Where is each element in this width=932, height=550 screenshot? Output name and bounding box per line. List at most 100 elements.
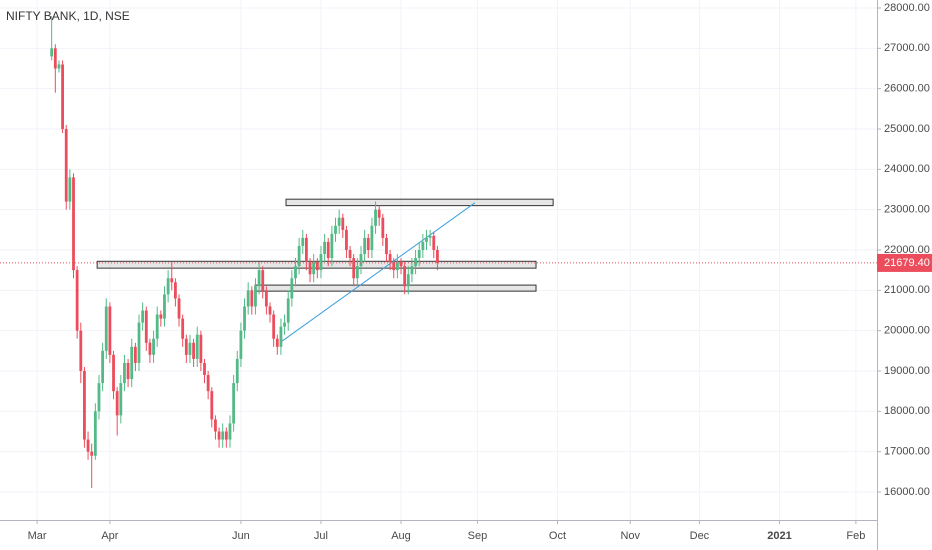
candle-body [272, 314, 276, 339]
candle-body [341, 217, 345, 230]
x-tick-label: Jul [314, 530, 328, 542]
y-tick-label: 27000.00 [884, 42, 930, 54]
candle-body [64, 128, 68, 202]
chart-title: NIFTY BANK, 1D, NSE [6, 9, 130, 23]
y-tick-label: 17000.00 [884, 446, 930, 458]
candle-body [319, 254, 323, 271]
candle-body [123, 362, 126, 384]
candle-body [385, 237, 388, 255]
candle-body [290, 278, 294, 299]
candle-body [210, 391, 214, 420]
y-tick-label: 28000.00 [884, 2, 930, 14]
y-tick-label: 24000.00 [884, 163, 930, 175]
candle-body [203, 362, 206, 376]
candle-body [152, 338, 155, 355]
candle-body [381, 217, 385, 238]
candle-body [377, 209, 381, 218]
candle-body [126, 362, 130, 380]
candle-body [177, 298, 181, 319]
x-tick-label: Nov [620, 530, 640, 542]
y-tick-label: 18000.00 [884, 405, 930, 417]
y-tick-label: 25000.00 [884, 123, 930, 135]
candle-body [57, 64, 61, 69]
candle-body [399, 262, 403, 267]
candle-body [395, 262, 399, 271]
candle-body [388, 254, 392, 263]
candle-body [79, 330, 83, 372]
last-price-badge [877, 253, 932, 272]
candle-body [428, 235, 432, 238]
candle-body [104, 306, 108, 351]
candle-body [279, 326, 283, 347]
candle-body [115, 391, 119, 416]
candle-body [214, 419, 217, 432]
axes: 16000.00 17000.00 18000.00 19000.00 20000.00… [28, 2, 932, 542]
candle-body [294, 266, 297, 279]
x-tick-label: Feb [846, 530, 865, 542]
candle-body [410, 266, 414, 275]
candle-body [235, 358, 239, 384]
candle-body [144, 310, 148, 343]
candle-body [72, 177, 75, 271]
candle-body [436, 249, 439, 263]
candle-body [363, 237, 367, 255]
candle-body [83, 371, 86, 440]
candle-body [199, 334, 203, 363]
candle-body [61, 64, 64, 129]
candle-body [359, 254, 363, 267]
candle-body [337, 217, 341, 226]
candle-body [257, 270, 261, 287]
candle-body [330, 233, 334, 259]
trend-line [280, 202, 476, 343]
candle-body [301, 237, 305, 246]
candle-body [195, 334, 199, 359]
candle-body [297, 245, 301, 267]
candle-body [86, 439, 90, 452]
y-tick-label: 16000.00 [884, 486, 930, 498]
y-tick-label: 21000.00 [884, 284, 930, 296]
x-tick-label: 2021 [767, 530, 791, 542]
candle-body [192, 342, 195, 359]
x-tick-label: Mar [28, 530, 47, 542]
candle-body [250, 290, 254, 307]
x-tick-label: Apr [101, 530, 118, 542]
candle-body [261, 270, 265, 291]
candle-body [392, 262, 396, 271]
x-tick-label: Sep [468, 530, 488, 542]
candle-body [352, 258, 356, 279]
candle-body [163, 294, 166, 319]
candle-body [348, 249, 352, 259]
candle-body [90, 451, 94, 456]
last-price-label: 21679.40 [884, 257, 930, 269]
candle-body [326, 241, 330, 259]
candle-body [188, 342, 192, 355]
plot-area [0, 16, 877, 488]
x-tick-label: Dec [690, 530, 710, 542]
candle-body [370, 225, 374, 250]
candle-body [137, 322, 141, 363]
candle-body [305, 237, 308, 263]
candle-body [345, 229, 348, 250]
candle-body [323, 241, 326, 255]
candle-body [239, 330, 243, 359]
candle-body [181, 318, 185, 339]
x-tick-label: Oct [549, 530, 566, 542]
candle-body [53, 48, 57, 69]
zone-box [254, 284, 537, 292]
candle-body [374, 209, 377, 226]
candle-body [174, 282, 177, 299]
candle-body [421, 241, 425, 250]
candle-body [406, 274, 410, 287]
candle-body [264, 290, 268, 307]
candle-body [425, 237, 428, 242]
candle-body [224, 431, 228, 440]
candle-body [414, 258, 417, 267]
candle-body [221, 431, 225, 440]
candle-body [93, 411, 97, 456]
candle-body [130, 346, 134, 380]
candle-body [286, 298, 290, 323]
candle-body [275, 338, 279, 347]
candle-body [108, 306, 112, 355]
